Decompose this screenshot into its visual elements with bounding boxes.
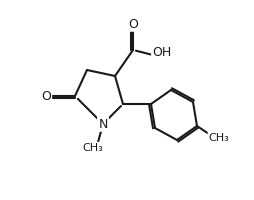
Text: N: N [98,117,108,130]
Text: O: O [128,18,138,30]
Text: O: O [41,90,51,102]
Text: CH₃: CH₃ [83,143,103,153]
Text: OH: OH [152,46,172,60]
Text: CH₃: CH₃ [209,133,229,143]
